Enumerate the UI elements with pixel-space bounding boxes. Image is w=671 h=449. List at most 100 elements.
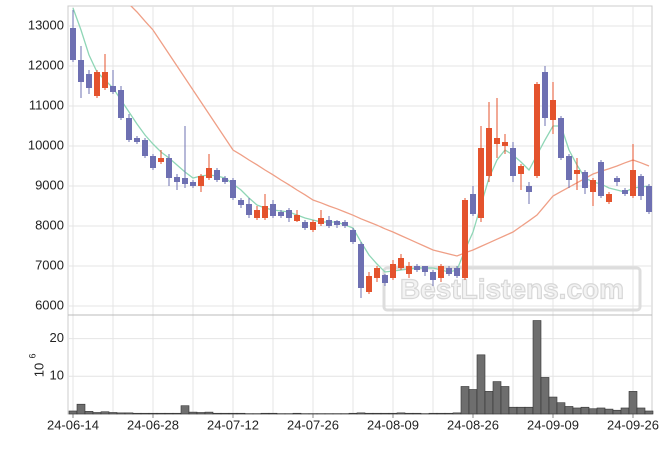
volume-bar (605, 409, 613, 414)
candle-body (198, 176, 204, 186)
volume-bar (109, 412, 117, 414)
candle-body (390, 264, 396, 278)
volume-bar (389, 413, 397, 414)
volume-bar (557, 403, 565, 414)
y2-axis-label: 10 6 (27, 353, 46, 377)
candle-body (558, 118, 564, 158)
candle-body (350, 230, 356, 242)
candle-body (598, 162, 604, 196)
candle-body (502, 142, 508, 146)
candle-body (302, 222, 308, 228)
candle-body (446, 268, 452, 274)
volume-bar (413, 413, 421, 414)
x-tick-label: 24-08-26 (447, 417, 499, 432)
y-tick-label: 10000 (28, 137, 64, 152)
candle-body (86, 74, 92, 88)
candle-body (174, 177, 180, 182)
volume-bar (549, 397, 557, 414)
x-tick-label: 24-09-26 (607, 417, 659, 432)
candle-body (358, 244, 364, 288)
candle-body (182, 178, 188, 184)
y2-label-base: 10 (31, 363, 46, 377)
candle-body (542, 72, 548, 118)
y-tick-label: 13000 (28, 17, 64, 32)
candle-body (158, 158, 164, 162)
candle-body (102, 72, 108, 88)
candle-body (534, 84, 540, 176)
volume-bar (101, 412, 109, 414)
candle-body (94, 72, 100, 96)
volume-bar (125, 413, 133, 414)
volume-bar (453, 413, 461, 414)
volume-bar (229, 413, 237, 414)
y-tick-label: 7000 (35, 257, 64, 272)
candle-body (246, 204, 252, 215)
candle-body (582, 172, 588, 188)
candle-body (294, 215, 300, 221)
x-tick-label: 24-09-09 (527, 417, 579, 432)
plot-frame (68, 6, 652, 414)
volume-bar (197, 412, 205, 414)
volume-bar (213, 413, 221, 414)
volume-bar (93, 412, 101, 414)
volume-bar (589, 409, 597, 414)
candle-body (254, 210, 260, 218)
candle-body (574, 170, 580, 174)
volume-bar (541, 377, 549, 414)
candle-body (110, 86, 116, 92)
volume-bar (141, 413, 149, 414)
candle-body (526, 186, 532, 192)
candle-body (422, 266, 428, 272)
candle-body (646, 186, 652, 212)
volume-bar (357, 413, 365, 414)
candle-body (278, 212, 284, 216)
y2-label-exponent: 6 (27, 353, 37, 358)
volume-bar (293, 413, 301, 414)
candle-body (222, 178, 228, 182)
x-tick-label: 24-08-09 (367, 417, 419, 432)
volume-bar (365, 413, 373, 414)
candle-body (478, 148, 484, 218)
volume-bar (501, 386, 509, 414)
y-tick-label: 12000 (28, 57, 64, 72)
y-tick-label: 6000 (35, 297, 64, 312)
volume-bar (477, 355, 485, 414)
y-tick-label: 8000 (35, 217, 64, 232)
volume-bar (117, 413, 125, 414)
candle-body (270, 204, 276, 216)
candle-body (606, 194, 612, 202)
volume-bar (181, 406, 189, 414)
y2-tick-label: 20 (50, 330, 64, 345)
volume-bar (621, 408, 629, 414)
candle-body (462, 200, 468, 278)
candle-body (638, 176, 644, 196)
volume-bar (645, 411, 653, 414)
volume-bar (573, 408, 581, 414)
candle-body (318, 218, 324, 224)
volume-bar (205, 412, 213, 414)
candle-body (550, 100, 556, 120)
volume-bar (533, 321, 541, 414)
volume-bar (469, 390, 477, 415)
candle-body (286, 210, 292, 218)
volume-bar (349, 413, 357, 414)
x-tick-label: 24-07-12 (207, 417, 259, 432)
candle-body (70, 28, 76, 60)
volume-bar (509, 407, 517, 414)
volume-bar (237, 413, 245, 414)
volume-bar (525, 407, 533, 414)
volume-bar (85, 411, 93, 414)
volume-bar (149, 413, 157, 414)
volume-bar (269, 413, 277, 414)
volume-bar (157, 413, 165, 414)
candle-body (382, 275, 388, 283)
volume-bar (397, 413, 405, 414)
y-tick-label: 11000 (29, 97, 64, 112)
candle-body (310, 222, 316, 230)
candle-body (166, 158, 172, 178)
candle-body (398, 258, 404, 268)
candle-body (494, 138, 500, 144)
candle-body (406, 266, 412, 274)
candle-body (366, 276, 372, 292)
